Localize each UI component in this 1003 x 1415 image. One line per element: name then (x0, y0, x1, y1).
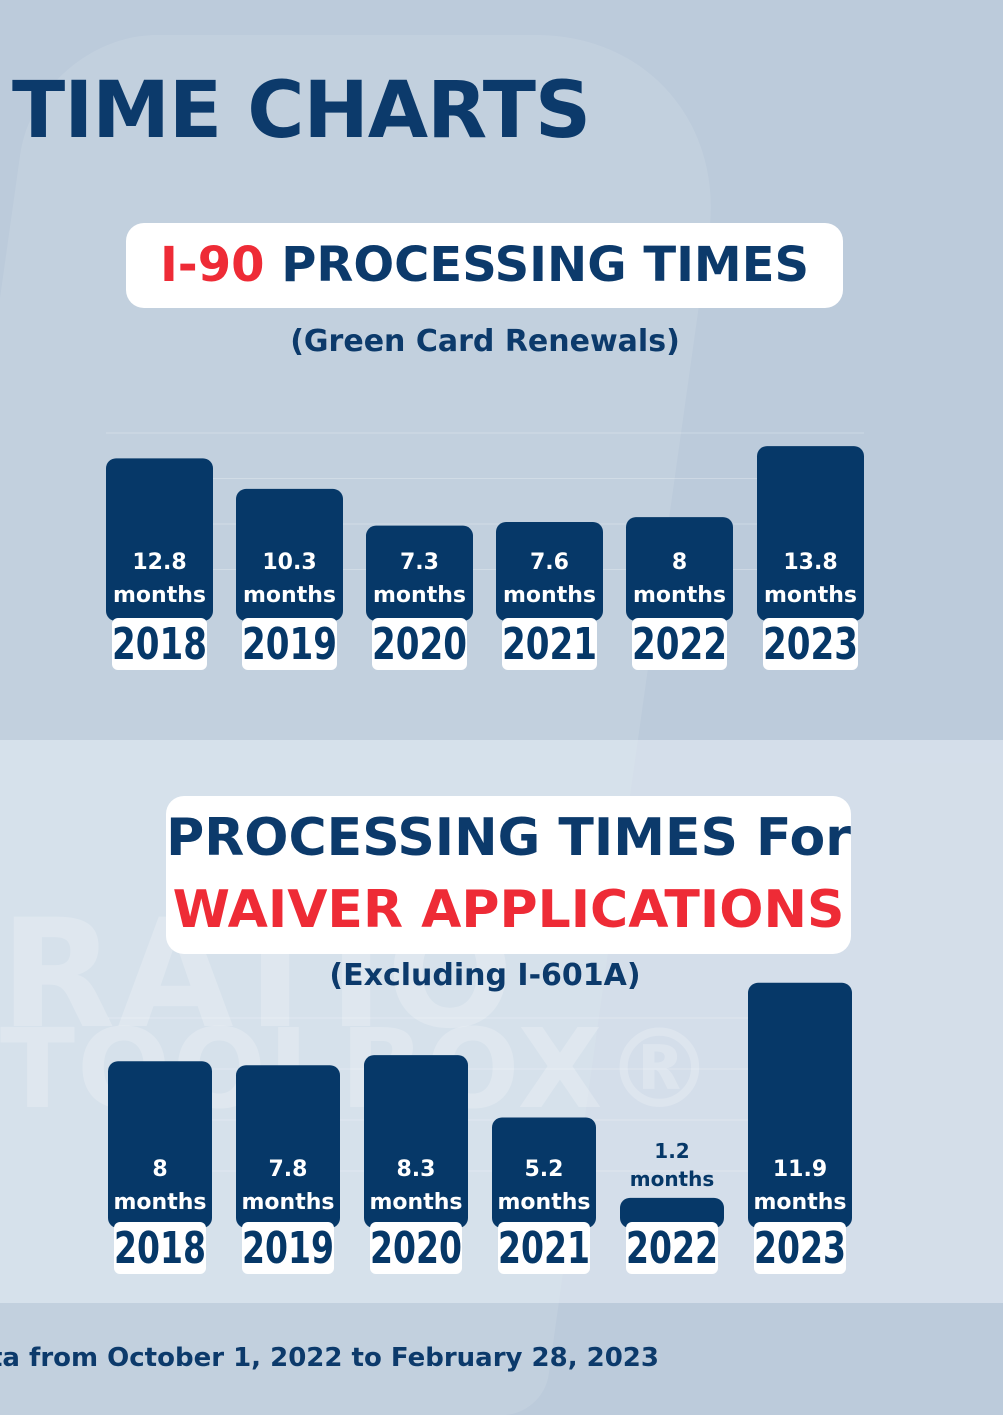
page-title: TIME CHARTS (12, 66, 591, 156)
chart1-tick-label: 2019 (242, 619, 337, 670)
chart1-year-chip (763, 618, 858, 670)
chart2-unit-label: months (370, 1190, 463, 1215)
chart1-unit-label: months (764, 583, 857, 608)
chart1-tick-label: 2021 (502, 619, 597, 670)
chart1-title: I-90 PROCESSING TIMES (126, 223, 843, 308)
chart1-year-chip (502, 618, 597, 670)
chart2-year-chip (242, 1222, 334, 1274)
chart2-value-label: 7.8 (269, 1157, 308, 1182)
chart1-bar (626, 517, 733, 621)
chart2-bar (236, 1065, 340, 1228)
chart2-year-chip (114, 1222, 206, 1274)
chart1-unit-label: months (243, 583, 336, 608)
chart2-year-chip (754, 1222, 846, 1274)
chart1-unit-label: months (113, 583, 206, 608)
chart1-bar (106, 458, 213, 621)
chart2-bar (492, 1117, 596, 1228)
chart2-title-line2: WAIVER APPLICATIONS (172, 880, 845, 940)
chart2-year-chip (370, 1222, 462, 1274)
chart1-bar (366, 525, 473, 621)
chart1-value-label: 7.3 (400, 550, 439, 575)
chart2-year-chip (626, 1222, 718, 1274)
chart2-tick-label: 2018 (114, 1223, 206, 1274)
chart1-bar (496, 521, 603, 621)
chart2-unit-label: months (498, 1190, 591, 1215)
chart2-bar (108, 1061, 212, 1228)
chart2-unit-label: months (242, 1190, 335, 1215)
chart1-title-rest: PROCESSING TIMES (281, 237, 810, 293)
chart2-value-label: 11.9 (773, 1157, 827, 1182)
chart1-value-label: 8 (672, 550, 687, 575)
chart2-bar (364, 1055, 468, 1228)
chart2-value-label: 8.3 (397, 1157, 436, 1182)
chart1-unit-label: months (503, 583, 596, 608)
chart1-year-chip (632, 618, 727, 670)
chart2-bar (620, 1197, 724, 1228)
chart2-value-label: 1.2 (654, 1139, 689, 1163)
chart1-title-accent: I-90 (159, 237, 265, 293)
chart2-bar (748, 982, 852, 1228)
chart2-tick-label: 2021 (498, 1223, 590, 1274)
chart2-tick-label: 2020 (370, 1223, 462, 1274)
chart2-title-line1: PROCESSING TIMES For (166, 808, 851, 868)
chart1-subtitle: (Green Card Renewals) (290, 324, 680, 359)
chart2-subtitle: (Excluding I-601A) (329, 958, 641, 993)
chart1-value-label: 7.6 (530, 550, 569, 575)
chart1-tick-label: 2022 (632, 619, 727, 670)
chart1-tick-label: 2020 (372, 619, 467, 670)
chart2-year-chip (498, 1222, 590, 1274)
chart1-tick-label: 2018 (112, 619, 207, 670)
chart2-unit-label: months (754, 1190, 847, 1215)
footer-note: ta from October 1, 2022 to February 28, … (0, 1343, 659, 1373)
chart2-tick-label: 2019 (242, 1223, 334, 1274)
chart2-value-label: 8 (152, 1157, 167, 1182)
chart1-tick-label: 2023 (763, 619, 858, 670)
chart2-tick-label: 2022 (626, 1223, 718, 1274)
chart1-value-label: 10.3 (262, 550, 316, 575)
chart1-unit-label: months (633, 583, 726, 608)
chart1-value-label: 12.8 (132, 550, 186, 575)
chart1-year-chip (242, 618, 337, 670)
chart1-bar (757, 446, 864, 621)
chart2-value-label: 5.2 (525, 1157, 564, 1182)
chart1-unit-label: months (373, 583, 466, 608)
chart2-title: PROCESSING TIMES For WAIVER APPLICATIONS (166, 796, 851, 954)
chart2-unit-label: months (630, 1167, 715, 1191)
chart2-unit-label: months (114, 1190, 207, 1215)
chart1-year-chip (372, 618, 467, 670)
chart1-year-chip (112, 618, 207, 670)
chart1-bar (236, 488, 343, 621)
chart1-value-label: 13.8 (783, 550, 837, 575)
chart2-tick-label: 2023 (754, 1223, 846, 1274)
